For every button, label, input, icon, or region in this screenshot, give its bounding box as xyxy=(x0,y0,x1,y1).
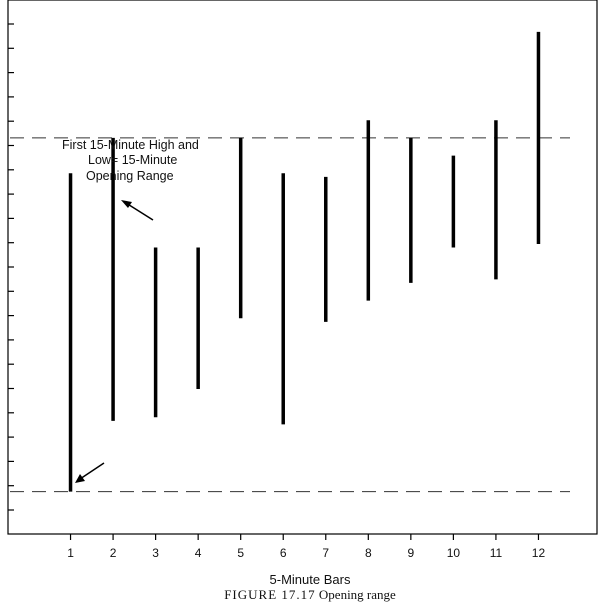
x-tick-label: 8 xyxy=(365,546,372,560)
x-tick-label: 4 xyxy=(195,546,202,560)
x-tick-label: 10 xyxy=(447,546,461,560)
arrowhead-to-low xyxy=(75,474,85,483)
x-tick-label: 11 xyxy=(490,546,503,560)
x-tick-label: 12 xyxy=(532,546,546,560)
x-tick-label: 5 xyxy=(237,546,244,560)
x-tick-label: 7 xyxy=(322,546,329,560)
x-tick-label: 2 xyxy=(110,546,117,560)
annotation-line-2: Low= 15-Minute xyxy=(88,153,177,167)
x-tick-label: 1 xyxy=(67,546,74,560)
x-axis-label: 5-Minute Bars xyxy=(270,572,351,587)
annotation-line-3: Opening Range xyxy=(86,169,174,183)
x-ticks: 1 2 3 4 5 6 7 8 9 10 11 12 xyxy=(67,534,545,560)
x-tick-label: 6 xyxy=(280,546,287,560)
annotation: First 15-Minute High and Low= 15-Minute … xyxy=(62,138,199,183)
annotation-arrows xyxy=(75,200,154,483)
range-bars xyxy=(68,31,541,492)
arrowhead-to-high xyxy=(121,200,132,208)
y-ticks xyxy=(8,23,14,511)
arrow-to-high xyxy=(125,202,154,221)
plot-frame xyxy=(7,0,598,535)
arrow-to-low xyxy=(79,462,105,480)
reference-lines xyxy=(10,137,570,493)
figure-caption: FIGURE 17.17 Opening range xyxy=(224,587,396,602)
caption-text: Opening range xyxy=(319,587,396,602)
annotation-line-1: First 15-Minute High and xyxy=(62,138,199,152)
x-tick-label: 3 xyxy=(152,546,159,560)
x-tick-label: 9 xyxy=(408,546,415,560)
caption-figure-number: FIGURE 17.17 xyxy=(224,587,315,602)
